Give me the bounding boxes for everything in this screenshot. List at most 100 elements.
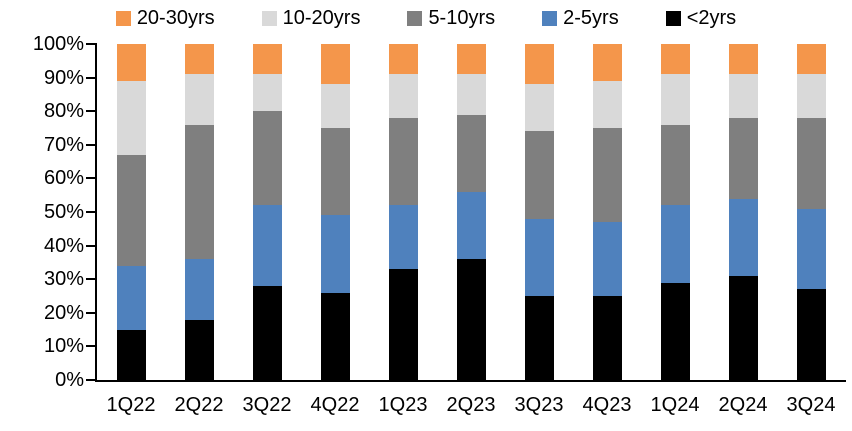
legend-label: 5-10yrs [428,7,496,29]
bar-slot-2q24 [709,44,777,380]
bar-segment-3q24-5-10yrs [796,117,826,209]
y-axis-tick-label: 70% [43,133,84,156]
x-axis: 1Q22 2Q22 3Q22 4Q22 1Q23 2Q23 3Q23 4Q23 1Q24 2Q24… [97,393,845,417]
legend-swatch-icon [261,10,277,26]
bar-segment-1q22-2-5yrs [116,265,146,330]
y-axis-tick-mark [86,43,96,45]
bar-slot-1q24 [641,44,709,380]
legend-label: 10-20yrs [282,7,361,29]
bar-slot-4q23 [573,44,641,380]
y-axis-tick-mark [86,76,96,79]
x-axis-tick-label: 3Q24 [786,394,836,416]
legend-item-5-10yrs: 5-10yrs [407,8,495,28]
y-axis-line [95,43,97,382]
x-axis-line [95,380,846,382]
bar-segment-3q23-2-5yrs [524,218,554,296]
legend-item-2yrs: <2yrs [665,8,736,28]
bar-segment-2q23-5-10yrs [456,114,486,192]
bar-segment-1q24-20-30yrs [660,44,690,75]
bar-segment-4q23-10-20yrs [592,80,622,129]
bar-segment-1q24-2-5yrs [660,205,690,283]
legend: 20-30yrs 10-20yrs 5-10yrs 2-5yrs <2yrs [0,5,852,31]
bar-segment-3q24-10-20yrs [796,74,826,118]
bar-segment-4q22-2yrs [320,292,350,380]
y-axis-tick-label: 10% [43,335,84,358]
y-axis-tick-mark [86,278,96,281]
y-axis-tick-label: 0% [55,369,84,391]
bar-segment-1q23-2-5yrs [388,205,418,270]
x-axis-tick-label: 1Q22 [106,394,156,416]
bar-segment-1q22-2yrs [116,329,146,380]
bar-slot-3q24 [777,44,845,380]
y-axis-tick-label: 90% [43,66,84,89]
bar-segment-3q23-20-30yrs [524,44,554,85]
bar-segment-2q23-2yrs [456,259,486,380]
bar-segment-1q24-10-20yrs [660,74,690,125]
y-axis-tick-label: 50% [43,201,84,223]
legend-label: 2-5yrs [563,7,619,29]
bar-segment-4q22-20-30yrs [320,44,350,85]
legend-item-2-5yrs: 2-5yrs [542,8,619,28]
bar-segment-4q23-20-30yrs [592,44,622,81]
bar-slot-3q22 [233,44,301,380]
bar-segment-2q24-2yrs [728,275,758,380]
y-axis-tick-label: 30% [43,268,84,291]
bar-segment-2q22-2yrs [184,319,214,380]
x-axis-tick-label: 2Q24 [718,394,768,416]
bar-segment-2q22-10-20yrs [184,74,214,125]
stacked-bar-3q22 [252,44,282,380]
bar-segment-1q23-20-30yrs [388,44,418,75]
y-axis-tick-mark [86,244,96,247]
bar-segment-1q22-20-30yrs [116,44,146,81]
legend-item-10-20yrs: 10-20yrs [261,7,361,29]
stacked-bar-2q24 [728,44,758,380]
stacked-bar-1q23 [388,44,418,380]
stacked-bar-1q24 [660,44,690,380]
legend-swatch-icon [115,10,131,26]
bar-segment-2q24-20-30yrs [728,44,758,75]
y-axis-tick-label: 80% [43,100,84,123]
bar-segment-3q24-2-5yrs [796,208,826,290]
stacked-bar-2q22 [184,44,214,380]
bar-segment-4q22-10-20yrs [320,84,350,129]
legend-swatch-icon [665,10,681,26]
stacked-bar-3q23 [524,44,554,380]
bar-slot-1q23 [369,44,437,380]
bar-segment-1q22-10-20yrs [116,81,146,155]
x-axis-tick-label: 1Q23 [378,394,428,416]
stacked-bar-3q24 [796,44,826,380]
bar-segment-2q24-2-5yrs [728,198,758,276]
y-axis-tick-label: 20% [43,301,84,324]
stacked-bar-1q22 [116,44,146,380]
y-axis-tick-mark [86,211,96,213]
bar-segment-1q24-5-10yrs [660,124,690,206]
bar-segment-3q24-20-30yrs [796,44,826,75]
y-axis-tick-mark [86,177,96,180]
x-axis-tick-label: 2Q22 [174,394,224,416]
legend-swatch-icon [542,10,558,26]
bar-slot-4q22 [301,44,369,380]
y-axis-tick-mark [86,110,96,113]
bar-segment-3q22-2yrs [252,285,282,380]
x-axis-tick-label: 3Q23 [514,394,564,416]
bar-segment-2q22-20-30yrs [184,44,214,75]
bar-segment-2q23-2-5yrs [456,191,486,260]
bar-segment-2q23-20-30yrs [456,44,486,75]
bar-slot-2q22 [165,44,233,380]
bar-segment-4q23-2yrs [592,296,622,380]
y-axis-tick-label: 40% [43,234,84,257]
plot-area [97,44,845,380]
bar-segment-2q22-2-5yrs [184,259,214,320]
bar-segment-3q22-5-10yrs [252,111,282,206]
y-axis-tick-mark [86,143,96,146]
bar-segment-4q23-2-5yrs [592,222,622,296]
bar-segment-1q23-10-20yrs [388,74,418,118]
bar-segment-3q23-10-20yrs [524,84,554,132]
bar-segment-3q22-2-5yrs [252,205,282,286]
x-axis-tick-label: 4Q23 [582,394,632,416]
bar-segment-2q24-5-10yrs [728,117,758,199]
bar-segment-4q22-5-10yrs [320,128,350,216]
x-axis-tick-label: 4Q22 [310,394,360,416]
y-axis-tick-label: 60% [43,167,84,190]
